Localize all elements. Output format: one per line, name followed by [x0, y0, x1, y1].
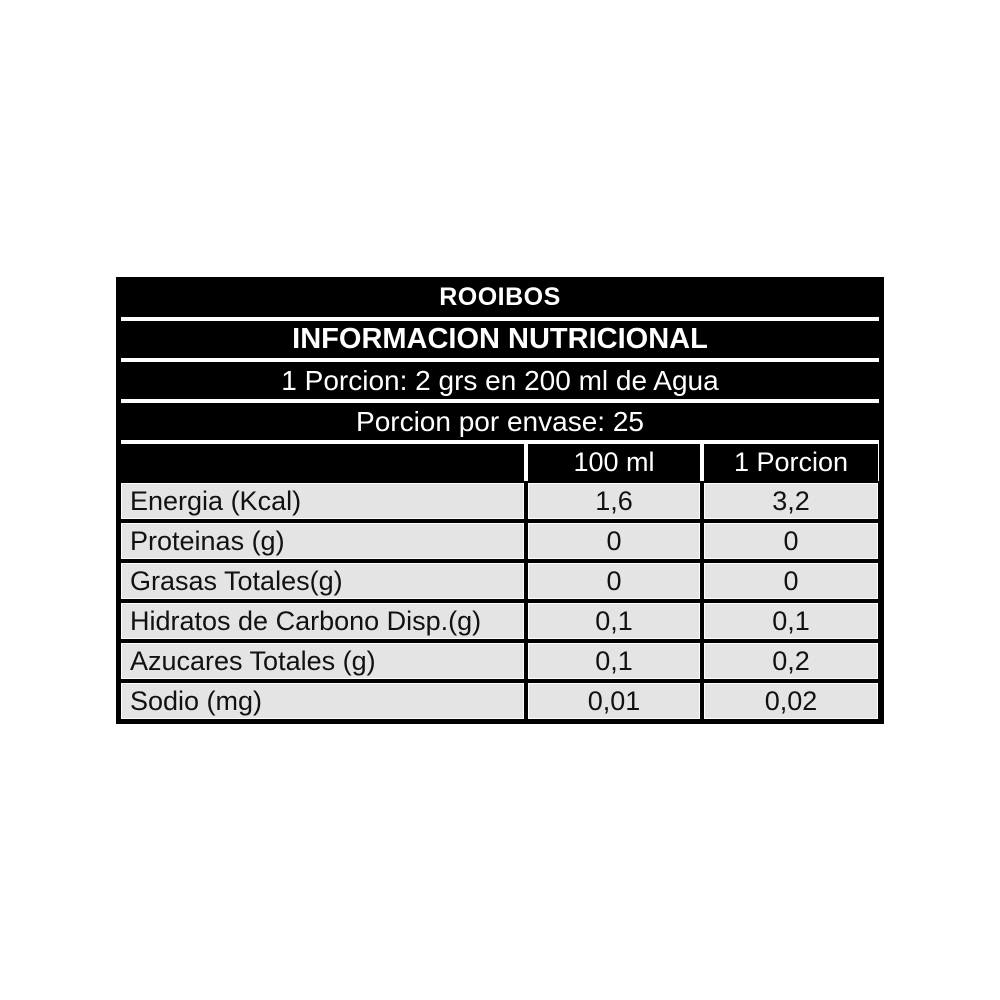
- table-row-grasas: Grasas Totales(g) 0 0: [121, 563, 879, 599]
- nutrient-value-100ml: 0: [528, 563, 700, 599]
- column-header-empty: [121, 444, 524, 481]
- separator-line: [121, 317, 879, 321]
- nutrient-label: Energia (Kcal): [121, 483, 524, 519]
- nutrient-value-porcion: 0,1: [704, 603, 878, 639]
- nutrition-facts-table: ROOIBOS INFORMACION NUTRICIONAL 1 Porcio…: [116, 277, 884, 724]
- table-row-azucares: Azucares Totales (g) 0,1 0,2: [121, 643, 879, 679]
- table-header-section: ROOIBOS INFORMACION NUTRICIONAL 1 Porcio…: [116, 277, 884, 481]
- nutrient-label: Hidratos de Carbono Disp.(g): [121, 603, 524, 639]
- separator-line: [121, 358, 879, 362]
- column-header-1porcion: 1 Porcion: [704, 444, 878, 481]
- nutrient-value-100ml: 0,1: [528, 643, 700, 679]
- serving-size-text: 1 Porcion: 2 grs en 200 ml de Agua: [121, 362, 879, 399]
- table-row-sodio: Sodio (mg) 0,01 0,02: [121, 683, 879, 719]
- nutrient-value-100ml: 0,01: [528, 683, 700, 719]
- nutrient-label: Sodio (mg): [121, 683, 524, 719]
- nutrient-label: Azucares Totales (g): [121, 643, 524, 679]
- nutrient-value-porcion: 0,2: [704, 643, 878, 679]
- product-title: ROOIBOS: [121, 277, 879, 317]
- table-row-energia: Energia (Kcal) 1,6 3,2: [121, 483, 879, 519]
- separator-line: [121, 440, 879, 444]
- column-header-100ml: 100 ml: [528, 444, 700, 481]
- separator-line: [121, 399, 879, 403]
- nutrient-data-section: Energia (Kcal) 1,6 3,2 Proteinas (g) 0 0…: [116, 481, 884, 724]
- nutrient-value-porcion: 0,02: [704, 683, 878, 719]
- nutrient-value-100ml: 0: [528, 523, 700, 559]
- column-header-row: 100 ml 1 Porcion: [121, 444, 879, 481]
- table-row-hidratos: Hidratos de Carbono Disp.(g) 0,1 0,1: [121, 603, 879, 639]
- nutrient-value-porcion: 3,2: [704, 483, 878, 519]
- nutrient-value-100ml: 0,1: [528, 603, 700, 639]
- nutrient-label: Grasas Totales(g): [121, 563, 524, 599]
- nutrient-value-porcion: 0: [704, 523, 878, 559]
- servings-per-container-text: Porcion por envase: 25: [121, 403, 879, 440]
- nutrient-value-porcion: 0: [704, 563, 878, 599]
- table-row-proteinas: Proteinas (g) 0 0: [121, 523, 879, 559]
- table-subtitle: INFORMACION NUTRICIONAL: [121, 321, 879, 358]
- nutrient-label: Proteinas (g): [121, 523, 524, 559]
- nutrient-value-100ml: 1,6: [528, 483, 700, 519]
